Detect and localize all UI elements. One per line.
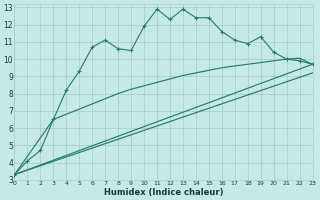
X-axis label: Humidex (Indice chaleur): Humidex (Indice chaleur) (104, 188, 223, 197)
